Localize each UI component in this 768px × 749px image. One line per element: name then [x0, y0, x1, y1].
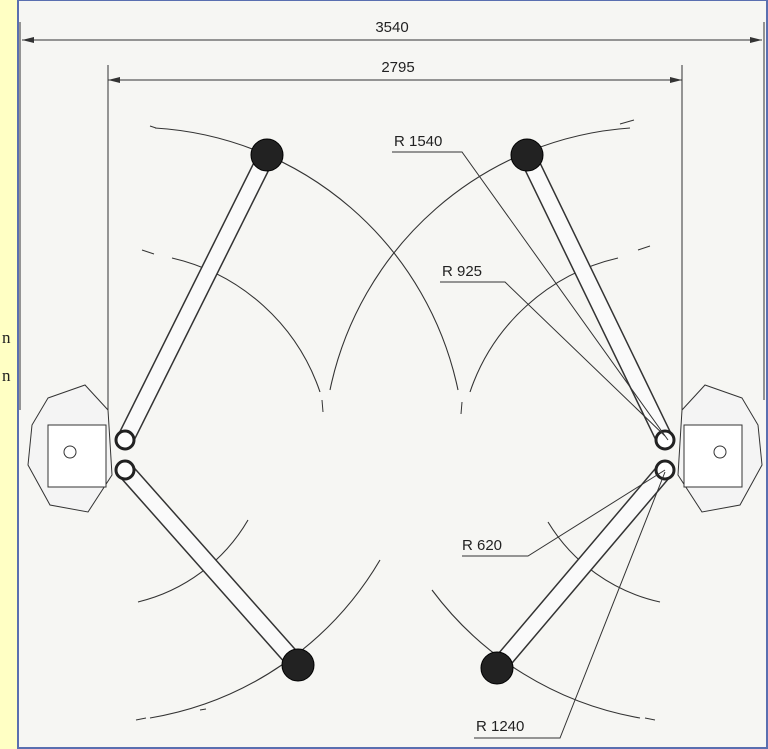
- dimension-label: 2795: [381, 59, 414, 76]
- margin-text: n: [2, 366, 11, 385]
- page: {"dimensions": {"overall_width": "3540",…: [0, 0, 768, 749]
- drawing-panel: [18, 0, 767, 748]
- radius-label: R 620: [462, 537, 502, 554]
- drawing: n n 3540 2795: [0, 0, 768, 749]
- radius-label: R 1240: [476, 718, 524, 735]
- dimension-label: 3540: [375, 19, 408, 36]
- margin-text: n: [2, 328, 11, 347]
- radius-label: R 1540: [394, 133, 442, 150]
- radius-label: R 925: [442, 263, 482, 280]
